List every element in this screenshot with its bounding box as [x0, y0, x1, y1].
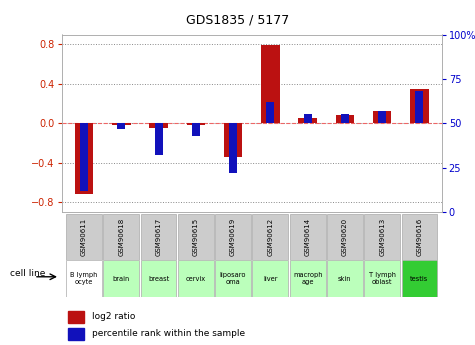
Text: GSM90618: GSM90618 — [118, 218, 124, 256]
Bar — [364, 260, 400, 297]
Text: GSM90617: GSM90617 — [156, 218, 162, 256]
Text: B lymph
ocyte: B lymph ocyte — [70, 272, 98, 285]
Text: GSM90616: GSM90616 — [417, 218, 422, 256]
Bar — [215, 260, 251, 297]
Bar — [304, 115, 312, 124]
Bar — [154, 124, 163, 155]
Text: GSM90612: GSM90612 — [267, 218, 274, 256]
Bar — [298, 118, 317, 124]
Text: GDS1835 / 5177: GDS1835 / 5177 — [186, 14, 289, 27]
Bar — [66, 214, 102, 260]
Bar — [75, 124, 94, 195]
Bar — [410, 89, 429, 124]
Bar — [253, 260, 288, 297]
Bar — [378, 111, 386, 124]
Text: cell line: cell line — [10, 269, 45, 278]
Text: GSM90613: GSM90613 — [379, 218, 385, 256]
Bar — [187, 124, 205, 125]
Bar — [112, 124, 131, 125]
Text: GSM90619: GSM90619 — [230, 218, 236, 256]
Bar — [149, 124, 168, 128]
Bar — [104, 214, 139, 260]
Text: percentile rank within the sample: percentile rank within the sample — [92, 329, 245, 338]
Bar — [373, 110, 391, 124]
Bar — [229, 124, 237, 173]
Bar — [327, 260, 363, 297]
Text: GSM90611: GSM90611 — [81, 218, 87, 256]
Bar — [341, 115, 349, 124]
Text: macroph
age: macroph age — [293, 272, 323, 285]
Bar — [66, 260, 102, 297]
Text: GSM90615: GSM90615 — [193, 218, 199, 256]
Bar — [178, 214, 214, 260]
Text: breast: breast — [148, 276, 169, 282]
Bar — [327, 214, 363, 260]
Text: testis: testis — [410, 276, 428, 282]
Text: GSM90614: GSM90614 — [304, 218, 311, 256]
Bar — [141, 214, 177, 260]
Bar — [401, 260, 437, 297]
Bar — [401, 214, 437, 260]
Bar — [215, 214, 251, 260]
Text: brain: brain — [113, 276, 130, 282]
Bar — [290, 260, 325, 297]
Bar — [266, 102, 275, 124]
Bar — [335, 116, 354, 124]
Text: cervix: cervix — [186, 276, 206, 282]
Text: skin: skin — [338, 276, 352, 282]
Bar — [290, 214, 325, 260]
Bar — [67, 328, 84, 340]
Bar — [178, 260, 214, 297]
Bar — [415, 91, 424, 124]
Bar — [364, 214, 400, 260]
Text: GSM90620: GSM90620 — [342, 218, 348, 256]
Bar — [253, 214, 288, 260]
Bar — [261, 45, 280, 124]
Text: liposaro
oma: liposaro oma — [220, 272, 247, 285]
Bar — [67, 310, 84, 323]
Bar — [141, 260, 177, 297]
Bar — [117, 124, 125, 129]
Bar — [104, 260, 139, 297]
Bar — [224, 124, 242, 157]
Text: liver: liver — [263, 276, 277, 282]
Text: T lymph
oblast: T lymph oblast — [369, 272, 396, 285]
Bar — [80, 124, 88, 191]
Text: log2 ratio: log2 ratio — [92, 312, 135, 321]
Bar — [192, 124, 200, 136]
